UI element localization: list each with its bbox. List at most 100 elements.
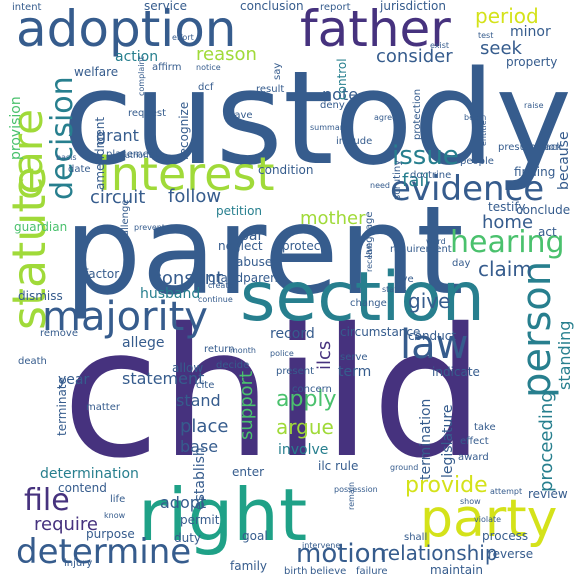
- cloud-word-say: say: [272, 63, 283, 80]
- cloud-word-indicate: indicate: [432, 365, 480, 379]
- cloud-word-require: require: [34, 514, 98, 535]
- cloud-word-conclude: conclude: [516, 203, 570, 217]
- cloud-word-recognize: recognize: [177, 102, 191, 160]
- cloud-word-service: service: [144, 0, 187, 13]
- cloud-word-care: care: [3, 109, 52, 200]
- cloud-word-matter: matter: [86, 402, 121, 413]
- cloud-word-decision: decision: [45, 76, 80, 200]
- cloud-word-place: place: [180, 416, 228, 437]
- cloud-word-term: term: [338, 364, 371, 380]
- cloud-word-authority: authority: [120, 151, 157, 160]
- cloud-word-requirement: requirement: [390, 244, 452, 255]
- cloud-word-maintain: maintain: [430, 563, 483, 576]
- cloud-word-entitle: entitle: [479, 120, 488, 146]
- cloud-word-receive: receive: [365, 243, 374, 272]
- cloud-word-statement: statement: [122, 369, 204, 388]
- cloud-word-award: award: [458, 452, 489, 463]
- cloud-word-report: report: [320, 2, 351, 13]
- cloud-word-cite: cite: [196, 380, 214, 391]
- cloud-word-circumstance: circumstance: [340, 325, 420, 339]
- cloud-word-concern: concern: [292, 384, 332, 395]
- cloud-word-consent: consent: [152, 268, 223, 289]
- cloud-word-consider: consider: [376, 46, 453, 67]
- cloud-word-result: result: [256, 84, 284, 95]
- cloud-word-lack: lack: [542, 142, 562, 153]
- cloud-word-law: law: [400, 322, 468, 368]
- cloud-word-scrutiny: scrutiny: [392, 160, 403, 200]
- cloud-word-person: person: [514, 261, 560, 398]
- cloud-word-believe: believe: [310, 566, 346, 576]
- cloud-word-home: home: [482, 212, 533, 233]
- cloud-word-effort: effort: [172, 33, 194, 42]
- cloud-word-record: record: [270, 326, 315, 342]
- cloud-word-failure: failure: [356, 566, 388, 576]
- cloud-word-show: show: [460, 497, 481, 506]
- cloud-word-presumption: presumption: [498, 142, 561, 153]
- cloud-word-determination: determination: [40, 466, 139, 482]
- cloud-word-notice: notice: [196, 63, 221, 72]
- cloud-word-adoption: adoption: [16, 0, 236, 58]
- cloud-word-note: note: [322, 85, 358, 104]
- cloud-word-determine: determine: [16, 532, 191, 572]
- cloud-word-birth: birth: [284, 566, 308, 576]
- cloud-word-raise: raise: [524, 101, 544, 110]
- cloud-word-husband: husband: [140, 286, 200, 302]
- cloud-word-doctrine: doctrine: [410, 170, 451, 181]
- cloud-word-basis: basis: [56, 153, 77, 162]
- cloud-word-majority: majority: [42, 294, 208, 340]
- cloud-word-test: test: [478, 31, 493, 40]
- cloud-word-present: present: [276, 366, 314, 377]
- cloud-word-dismiss: dismiss: [18, 289, 63, 303]
- cloud-word-death: death: [18, 356, 47, 367]
- cloud-word-conclusion: conclusion: [240, 0, 304, 13]
- cloud-word-month: month: [230, 346, 256, 355]
- cloud-word-guardian: guardian: [14, 220, 67, 234]
- cloud-word-people: people: [460, 156, 494, 167]
- cloud-word-permit: permit: [180, 513, 220, 527]
- cloud-word-contend: contend: [58, 481, 107, 495]
- cloud-word-termination: termination: [418, 399, 434, 480]
- cloud-word-ilcs: ilcs: [314, 341, 335, 370]
- cloud-word-possession: possession: [334, 485, 378, 494]
- cloud-word-support: support: [236, 371, 257, 440]
- cloud-word-deny: deny: [320, 100, 345, 111]
- cloud-word-affirm: affirm: [152, 62, 181, 73]
- cloud-word-placement: placement: [106, 149, 159, 160]
- cloud-word-provide: provide: [405, 473, 488, 498]
- cloud-word-period: period: [475, 4, 539, 28]
- cloud-word-relationship: relationship: [380, 541, 498, 565]
- cloud-word-abuse: abuse: [236, 255, 272, 269]
- cloud-word-allow: allow: [172, 361, 203, 375]
- cloud-word-par: par: [240, 228, 263, 244]
- cloud-word-argue: argue: [276, 415, 334, 439]
- cloud-word-day: day: [452, 258, 470, 269]
- cloud-word-follow: follow: [168, 186, 221, 207]
- cloud-word-date: date: [68, 164, 91, 175]
- cloud-word-condition: condition: [258, 163, 313, 177]
- cloud-word-process: process: [482, 529, 528, 543]
- cloud-word-mother: mother: [300, 208, 366, 229]
- cloud-word-exist: exist: [430, 41, 449, 50]
- cloud-word-stand: stand: [176, 391, 221, 410]
- cloud-word-know: know: [104, 511, 126, 520]
- cloud-word-intent: intent: [12, 2, 42, 13]
- cloud-word-purpose: purpose: [86, 527, 135, 541]
- cloud-word-section: section: [240, 258, 485, 337]
- cloud-word-dcf: dcf: [198, 82, 214, 93]
- cloud-word-circuit: circuit: [90, 187, 145, 208]
- cloud-word-evidence: evidence: [390, 169, 544, 209]
- cloud-word-return: return: [204, 344, 235, 355]
- cloud-word-remain: remain: [347, 482, 356, 510]
- cloud-word-because: because: [556, 131, 572, 190]
- cloud-word-include: include: [336, 136, 372, 147]
- cloud-word-remove: remove: [40, 328, 78, 339]
- cloud-word-control: control: [335, 58, 349, 100]
- cloud-word-intervene: intervene: [302, 541, 340, 550]
- cloud-word-petition: petition: [216, 204, 262, 218]
- cloud-word-hearing: hearing: [450, 225, 565, 260]
- cloud-word-welfare: welfare: [74, 65, 118, 79]
- cloud-word-review: review: [528, 487, 568, 501]
- cloud-word-effect: effect: [460, 436, 489, 447]
